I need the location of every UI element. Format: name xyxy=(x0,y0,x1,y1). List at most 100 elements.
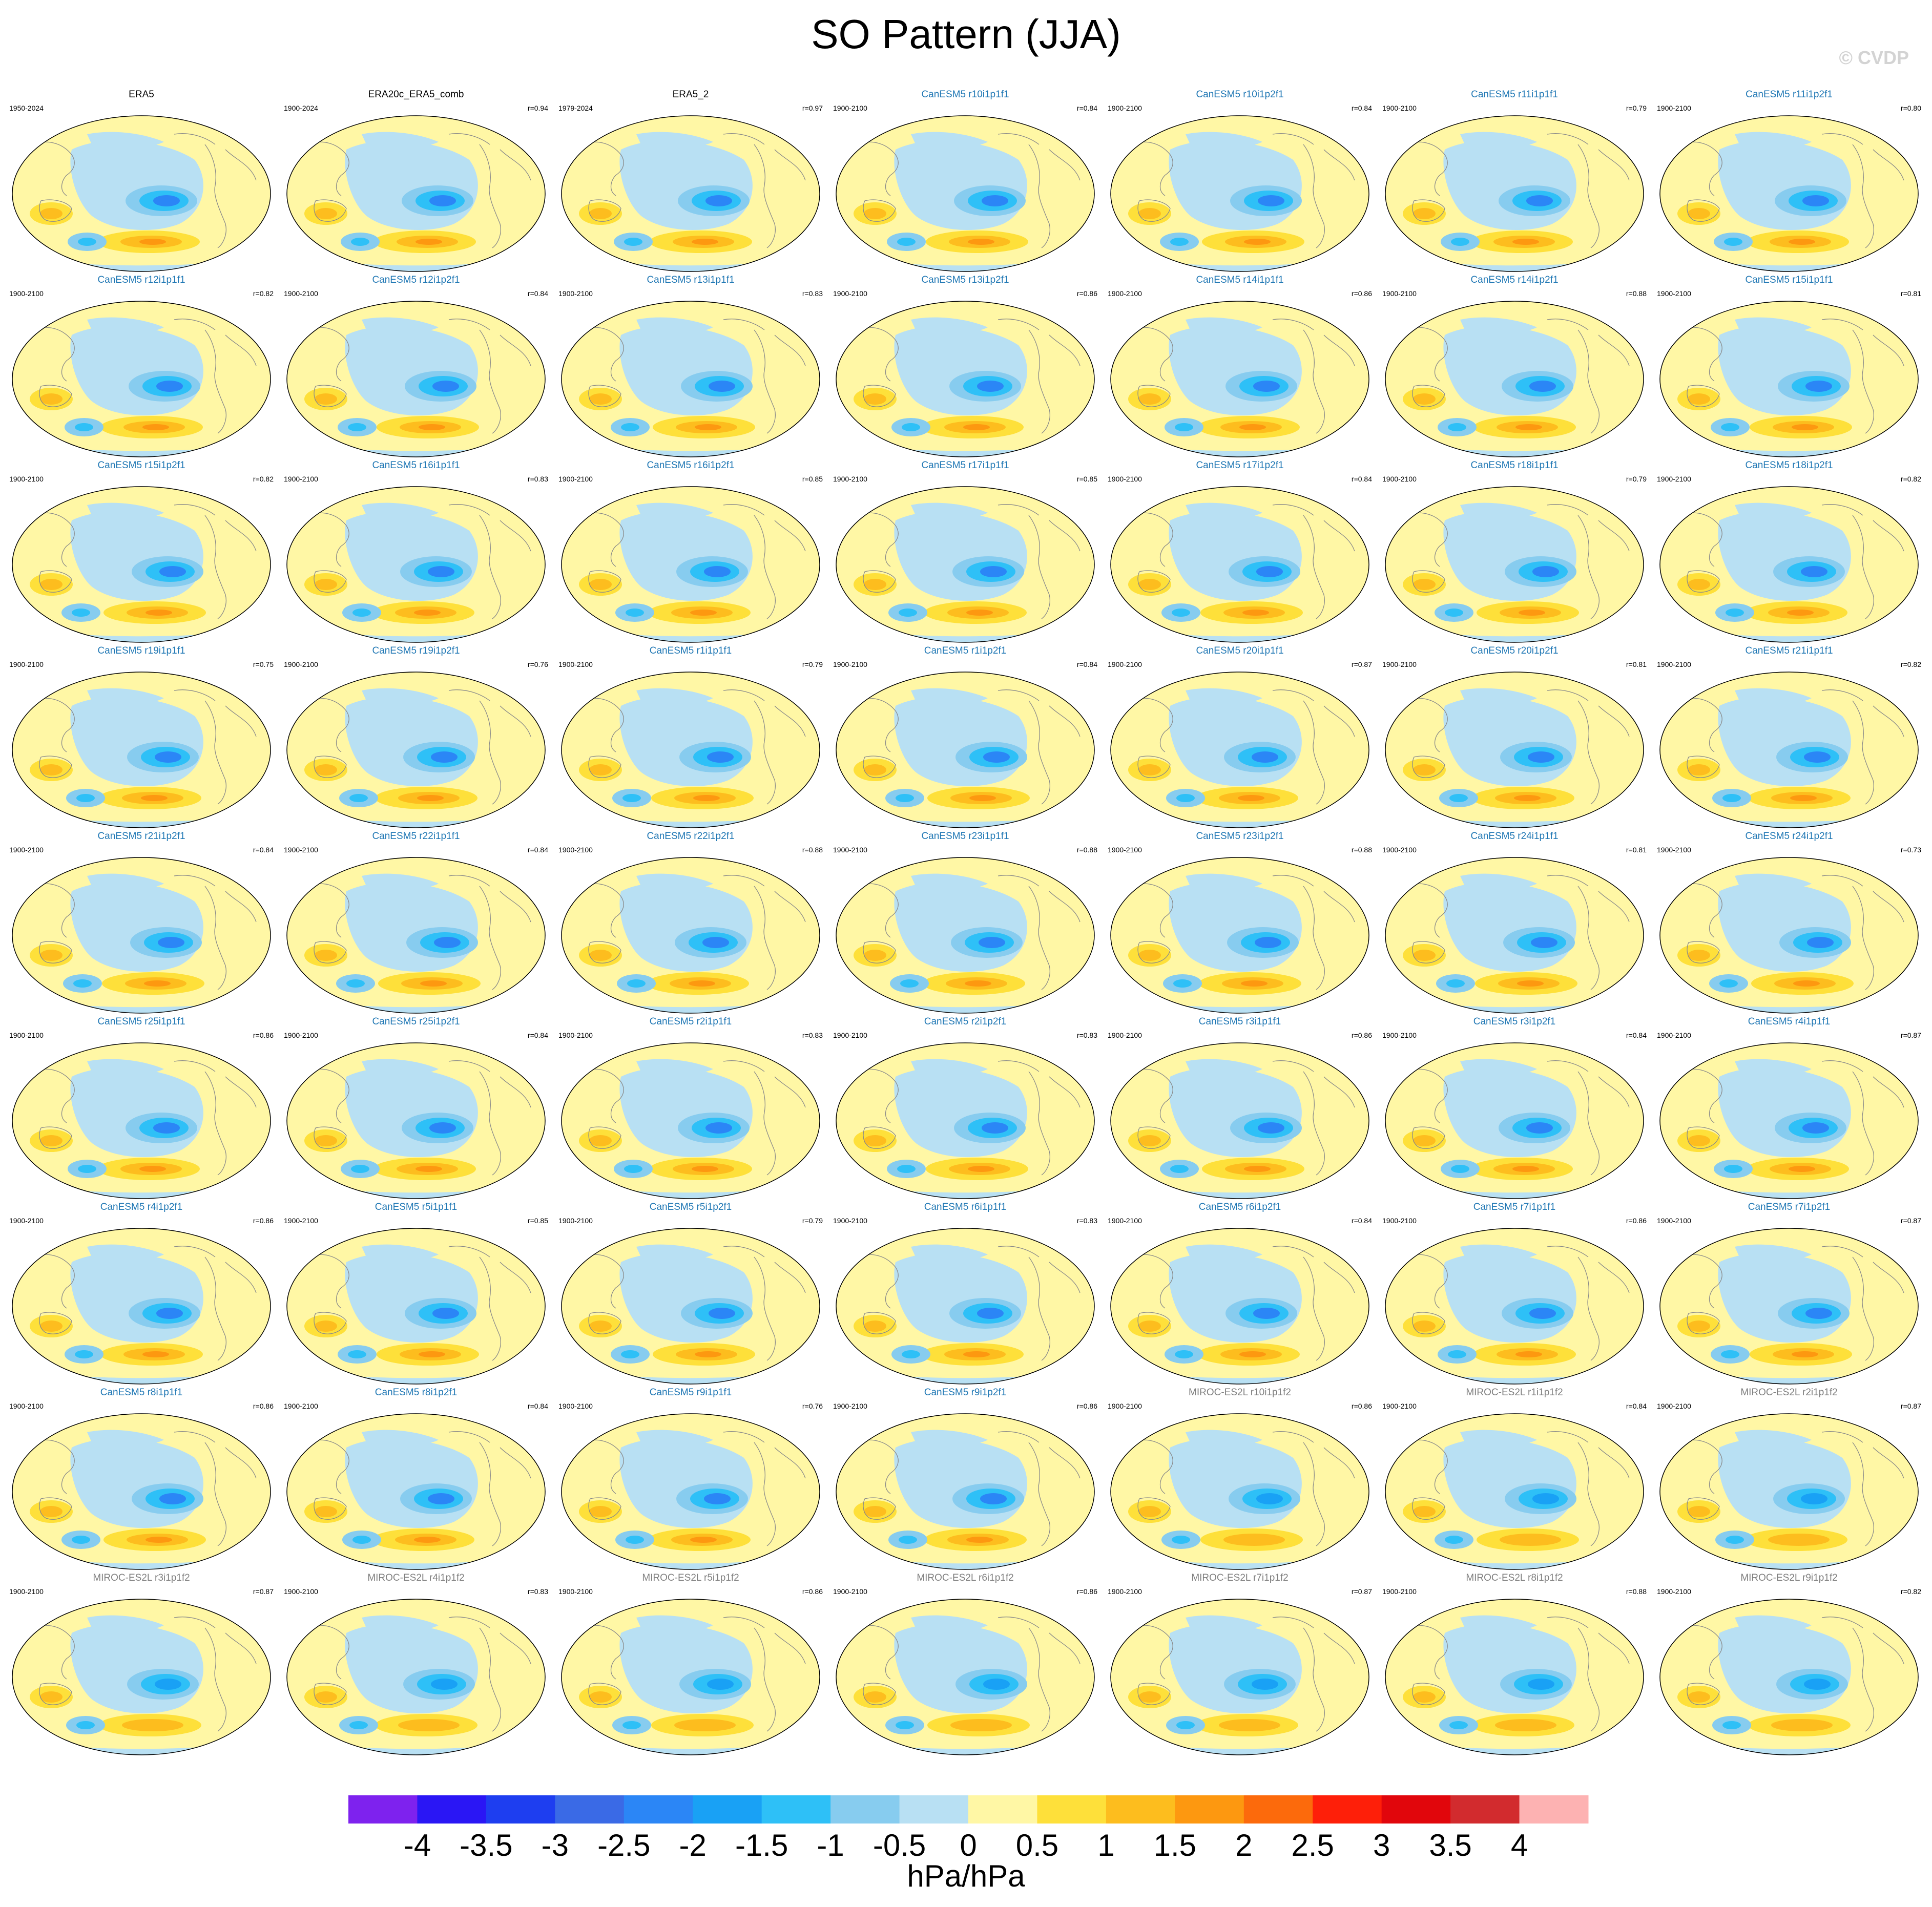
southern-low-core xyxy=(1175,1350,1193,1358)
pacific-low-core xyxy=(432,381,459,392)
coastline-2 xyxy=(204,1256,226,1361)
south-pacific-high-core xyxy=(139,239,166,245)
coastline-0 xyxy=(579,1439,624,1494)
pacific-low-core xyxy=(1807,937,1834,948)
negative-anomaly-region-north xyxy=(1186,1059,1262,1076)
colorbar-tick-label: 2 xyxy=(1235,1828,1253,1862)
map-panel: CanESM5 r12i1p1f1 1900-2100 r=0.82 xyxy=(5,274,278,460)
panel-period: 1900-2100 xyxy=(1657,660,1691,668)
coastline-2 xyxy=(754,1071,776,1176)
panel-period: 1900-2100 xyxy=(9,846,44,854)
coastline-3 xyxy=(1598,1076,1630,1108)
coastline-4 xyxy=(1547,133,1589,145)
map-border xyxy=(1110,115,1369,272)
panel-title: CanESM5 r21i1p2f1 xyxy=(97,831,185,842)
southern-low-core xyxy=(622,1721,641,1729)
panel-period: 1900-2100 xyxy=(833,660,867,668)
southern-low-core xyxy=(352,1536,371,1544)
coastline-3 xyxy=(1049,1632,1081,1664)
map-panel: CanESM5 r21i1p1f1 1900-2100 r=0.82 xyxy=(1653,644,1925,831)
coastline-4 xyxy=(1272,1617,1314,1628)
map-panel: CanESM5 r7i1p2f1 1900-2100 r=0.87 xyxy=(1653,1201,1925,1387)
negative-anomaly-region-north xyxy=(362,873,439,891)
southern-low-core xyxy=(897,238,916,246)
coastline-1 xyxy=(39,941,72,963)
negative-anomaly-region-north xyxy=(636,1059,713,1076)
map-border xyxy=(286,1042,546,1199)
panel-period: 1900-2100 xyxy=(1382,846,1417,854)
panel-title: CanESM5 r4i1p1f1 xyxy=(1748,1016,1831,1027)
coastline-3 xyxy=(225,705,257,737)
coastline-1 xyxy=(314,756,347,778)
pacific-low-core xyxy=(1805,381,1832,392)
map-border xyxy=(12,1599,271,1755)
southern-low-core xyxy=(902,423,920,431)
pacific-low-core xyxy=(156,381,183,392)
southern-low-core xyxy=(349,794,368,802)
southern-low-core xyxy=(1724,238,1742,246)
panel-pattern-correlation: r=0.88 xyxy=(1626,289,1647,298)
coastline-2 xyxy=(204,515,226,619)
panel-title: MIROC-ES2L r4i1p1f2 xyxy=(367,1573,465,1583)
south-pacific-high-core xyxy=(689,980,715,987)
coastline-1 xyxy=(314,1497,347,1520)
coastline-4 xyxy=(1821,1246,1863,1258)
panel-period: 1900-2100 xyxy=(1382,475,1417,483)
coastline-1 xyxy=(1687,1126,1720,1149)
south-pacific-high-core xyxy=(144,980,171,987)
panel-title: CanESM5 r18i1p2f1 xyxy=(1745,460,1833,471)
australia-high-core xyxy=(1138,1691,1161,1703)
negative-anomaly-region-north xyxy=(636,873,713,891)
coastline-3 xyxy=(1323,891,1355,923)
coastline-2 xyxy=(1303,700,1325,805)
pacific-low-core xyxy=(1802,1122,1829,1134)
pacific-low-core xyxy=(982,1122,1008,1134)
coastline-3 xyxy=(500,520,531,552)
coastline-0 xyxy=(305,1625,349,1680)
coastline-4 xyxy=(998,875,1040,887)
panel-period: 1900-2100 xyxy=(1382,660,1417,668)
southern-low-core xyxy=(896,1721,914,1729)
south-pacific-high-core xyxy=(1239,424,1266,430)
panel-period: 1900-2100 xyxy=(284,1587,318,1596)
map-border xyxy=(836,115,1095,272)
coastline-4 xyxy=(448,1060,490,1072)
panel-pattern-correlation: r=0.87 xyxy=(1351,660,1372,668)
map-contour-plot xyxy=(561,1228,820,1385)
pacific-low-core xyxy=(153,195,180,206)
coastline-1 xyxy=(314,1126,347,1149)
panel-pattern-correlation: r=0.84 xyxy=(1076,104,1097,112)
coastline-1 xyxy=(1137,385,1171,407)
southern-low-core xyxy=(1726,609,1744,617)
map-contour-plot xyxy=(286,1599,546,1755)
coastline-0 xyxy=(30,698,75,752)
coastline-1 xyxy=(863,385,896,407)
map-contour-plot xyxy=(1659,1599,1919,1755)
southern-low-core xyxy=(1449,1721,1468,1729)
southern-low-core xyxy=(899,609,917,617)
coastline-3 xyxy=(225,520,257,552)
pacific-low-core xyxy=(983,751,1010,763)
negative-anomaly-region-north xyxy=(362,688,439,705)
map-panel: MIROC-ES2L r5i1p1f2 1900-2100 r=0.86 xyxy=(554,1571,827,1758)
panel-period: 1900-2100 xyxy=(1382,1402,1417,1410)
coastline-1 xyxy=(1137,570,1171,593)
coastline-3 xyxy=(1049,1262,1081,1293)
coastline-1 xyxy=(588,199,621,222)
negative-anomaly-region-north xyxy=(87,502,164,520)
coastline-4 xyxy=(1547,1060,1589,1072)
map-panel: CanESM5 r12i1p2f1 1900-2100 r=0.84 xyxy=(280,274,552,460)
coastline-2 xyxy=(479,1256,501,1361)
panel-pattern-correlation: r=0.88 xyxy=(1626,1587,1647,1596)
map-contour-plot xyxy=(561,672,820,828)
negative-anomaly-region-north xyxy=(911,1615,988,1632)
map-border xyxy=(286,301,546,457)
coastline-1 xyxy=(1137,941,1171,963)
coastline-1 xyxy=(1687,756,1720,778)
panel-title: ERA5_2 xyxy=(672,89,709,100)
australia-high-core xyxy=(315,579,337,590)
coastline-0 xyxy=(30,141,75,196)
south-pacific-high-core xyxy=(968,1166,994,1172)
map-border xyxy=(1385,1228,1644,1385)
map-panel: MIROC-ES2L r6i1p1f2 1900-2100 r=0.86 xyxy=(829,1571,1102,1758)
